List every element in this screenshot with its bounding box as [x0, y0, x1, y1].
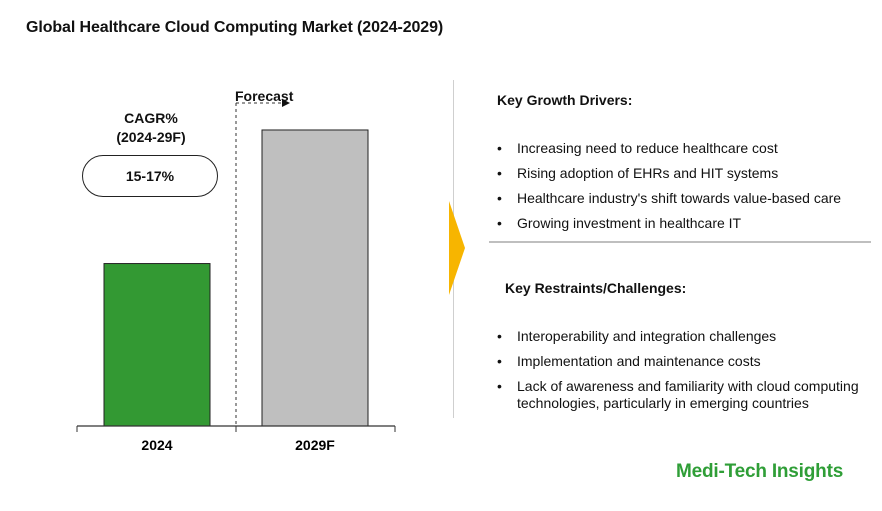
forecast-arrow-head	[282, 99, 290, 107]
cagr-title: CAGR% (2024-29F)	[95, 109, 207, 147]
growth-drivers-list: Increasing need to reduce healthcare cos…	[497, 140, 867, 240]
restraints-heading: Key Restraints/Challenges:	[505, 280, 687, 296]
cagr-value-pill: 15-17%	[82, 155, 218, 197]
list-item: Rising adoption of EHRs and HIT systems	[497, 165, 867, 182]
list-item: Growing investment in healthcare IT	[497, 215, 867, 232]
page-title: Global Healthcare Cloud Computing Market…	[26, 19, 444, 36]
list-item: Lack of awareness and familiarity with c…	[497, 378, 867, 412]
section-divider	[489, 241, 871, 243]
restraints-list: Interoperability and integration challen…	[497, 328, 867, 420]
x-tick-label: 2024	[141, 437, 172, 453]
growth-drivers-heading: Key Growth Drivers:	[497, 92, 633, 108]
forecast-label: Forecast	[235, 88, 294, 104]
chevron-right-icon	[449, 201, 465, 295]
list-item: Healthcare industry's shift towards valu…	[497, 190, 867, 207]
brand-logo-text: Medi-Tech Insights	[676, 461, 844, 482]
cagr-title-line2: (2024-29F)	[116, 129, 186, 145]
cagr-title-line1: CAGR%	[124, 110, 178, 126]
bar-2024	[103, 263, 211, 427]
list-item: Implementation and maintenance costs	[497, 353, 867, 370]
list-item: Interoperability and integration challen…	[497, 328, 867, 345]
bar-2029f	[261, 129, 369, 427]
x-tick-label: 2029F	[295, 437, 335, 453]
list-item: Increasing need to reduce healthcare cos…	[497, 140, 867, 157]
